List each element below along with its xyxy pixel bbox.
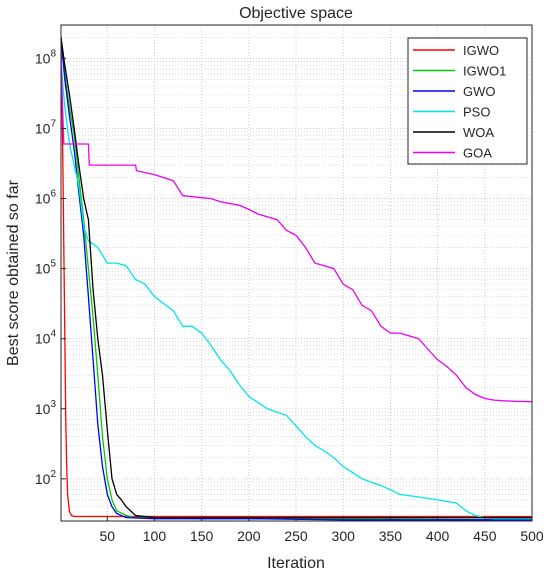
legend-label-goa: GOA bbox=[463, 146, 492, 161]
x-tick-label: 200 bbox=[237, 528, 261, 544]
x-tick-label: 50 bbox=[99, 528, 115, 544]
legend-label-woa: WOA bbox=[463, 125, 494, 140]
legend: IGWO IGWO1 GWO PSO WOA GOA bbox=[407, 37, 528, 165]
y-tick-label: 107 bbox=[35, 118, 57, 136]
y-tick-label: 102 bbox=[35, 469, 57, 487]
x-tick-label: 250 bbox=[284, 528, 308, 544]
x-tick-label: 150 bbox=[190, 528, 214, 544]
chart-title: Objective space bbox=[239, 5, 353, 22]
legend-label-gwo: GWO bbox=[463, 84, 496, 99]
x-tick-label: 400 bbox=[426, 528, 450, 544]
legend-box bbox=[407, 37, 528, 165]
series-line-woa bbox=[61, 37, 532, 519]
grid bbox=[61, 25, 533, 521]
legend-label-igwo1: IGWO1 bbox=[463, 64, 506, 79]
x-axis: 50 100 150 200 250 300 350 400 450 500 bbox=[99, 516, 544, 544]
series-line-igwo bbox=[61, 37, 532, 518]
legend-label-pso: PSO bbox=[463, 105, 490, 120]
y-tick-label: 108 bbox=[35, 48, 57, 66]
x-tick-label: 500 bbox=[520, 528, 544, 544]
series-line-goa bbox=[61, 58, 532, 403]
y-axis: 102 103 104 105 106 107 108 bbox=[35, 48, 66, 487]
x-tick-label: 100 bbox=[143, 528, 167, 544]
y-tick-label: 105 bbox=[35, 259, 57, 277]
legend-label-igwo: IGWO bbox=[463, 43, 499, 58]
x-tick-label: 350 bbox=[379, 528, 403, 544]
y-tick-label: 104 bbox=[35, 329, 57, 347]
x-tick-label: 450 bbox=[473, 528, 497, 544]
y-tick-label: 106 bbox=[35, 189, 57, 207]
y-axis-label: Best score obtained so far bbox=[5, 179, 22, 366]
y-tick-label: 103 bbox=[35, 399, 57, 417]
x-axis-label: Iteration bbox=[267, 555, 325, 572]
x-tick-label: 300 bbox=[332, 528, 356, 544]
